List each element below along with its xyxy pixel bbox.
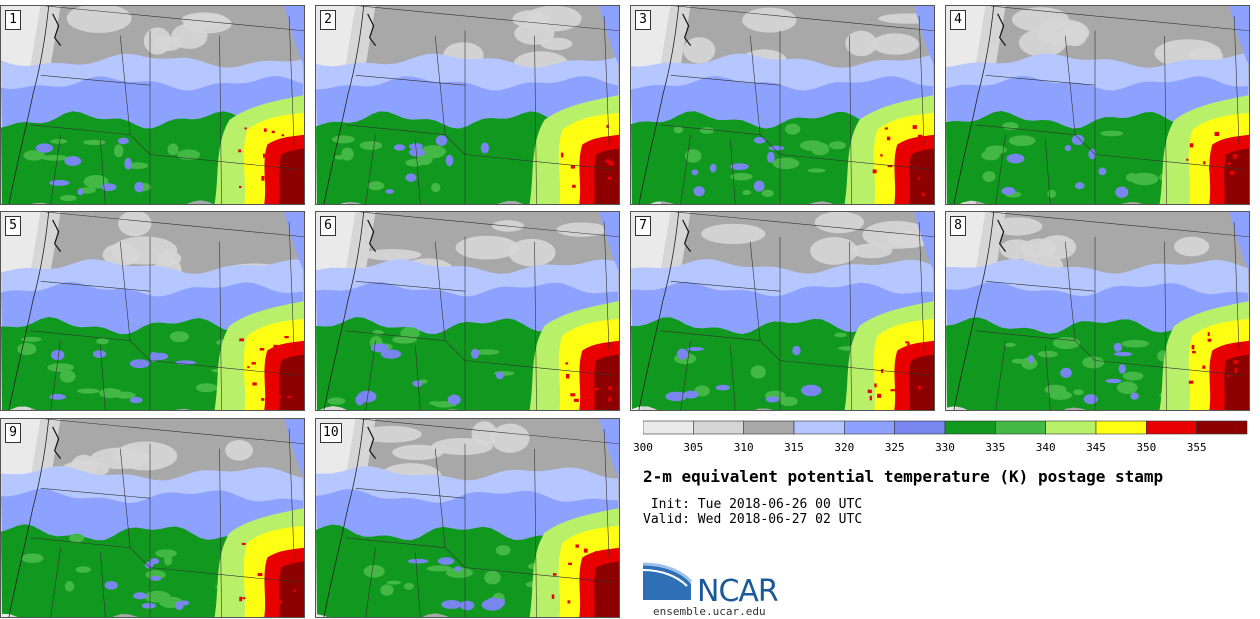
colorbar-swatch [743, 420, 795, 435]
map [1, 419, 304, 617]
colorbar-swatch [944, 420, 996, 435]
member-label: 9 [5, 423, 21, 443]
member-label: 7 [635, 216, 651, 236]
map [316, 419, 619, 617]
map [1, 6, 304, 204]
map [316, 212, 619, 410]
map [316, 6, 619, 204]
member-panel-2: 2 [315, 5, 620, 205]
member-label: 2 [320, 10, 336, 30]
colorbar-swatch [693, 420, 744, 435]
colorbar-swatch [1095, 420, 1147, 435]
member-panel-4: 4 [945, 5, 1250, 205]
site-url: ensemble.ucar.edu [653, 605, 766, 618]
colorbar-swatches [643, 420, 1248, 435]
colorbar-swatch [995, 420, 1046, 435]
member-panel-6: 6 [315, 211, 620, 411]
member-panel-5: 5 [0, 211, 305, 411]
colorbar: 300 305 310 315 320 325 330 335 340 345 350 355 [633, 420, 1248, 460]
member-panel-1: 1 [0, 5, 305, 205]
member-label: 6 [320, 216, 336, 236]
colorbar-swatch [844, 420, 895, 435]
colorbar-tick-label: 345 [1086, 441, 1106, 454]
member-label: 3 [635, 10, 651, 30]
colorbar-tick-label: 305 [683, 441, 704, 454]
map [946, 212, 1249, 410]
member-panel-7: 7 [630, 211, 935, 411]
valid-time: Valid: Wed 2018-06-27 02 UTC [643, 512, 863, 527]
colorbar-tick-label: 330 [935, 441, 955, 454]
member-label: 4 [950, 10, 966, 30]
init-time: Init: Tue 2018-06-26 00 UTC [643, 497, 863, 512]
colorbar-tick-label: 310 [733, 441, 754, 454]
member-panel-9: 9 [0, 418, 305, 618]
member-label: 1 [5, 10, 21, 30]
member-panel-3: 3 [630, 5, 935, 205]
colorbar-swatch [1045, 420, 1097, 435]
ncar-logo-icon [643, 562, 693, 600]
map [1, 212, 304, 410]
colorbar-swatch [643, 420, 694, 435]
colorbar-tick-label: 350 [1136, 441, 1157, 454]
colorbar-swatch [894, 420, 946, 435]
member-label: 5 [5, 216, 21, 236]
colorbar-tick-label: 335 [985, 441, 1006, 454]
colorbar-tick-label: 355 [1186, 441, 1207, 454]
ncar-logo-text: NCAR [697, 574, 779, 609]
colorbar-swatch [793, 420, 845, 435]
colorbar-tick-label: 300 [633, 441, 653, 454]
member-panel-10: 10 [315, 418, 620, 618]
colorbar-tick-label: 315 [784, 441, 804, 454]
colorbar-tick-label: 320 [834, 441, 855, 454]
colorbar-tick-label: 340 [1035, 441, 1056, 454]
map [631, 212, 934, 410]
colorbar-swatch [1196, 420, 1248, 435]
member-label: 8 [950, 216, 966, 236]
page-title: 2-m equivalent potential temperature (K)… [643, 467, 1164, 486]
map [946, 6, 1249, 204]
map [631, 6, 934, 204]
colorbar-tick-label: 325 [884, 441, 905, 454]
member-panel-8: 8 [945, 211, 1250, 411]
colorbar-swatch [1146, 420, 1197, 435]
member-label: 10 [320, 423, 342, 443]
